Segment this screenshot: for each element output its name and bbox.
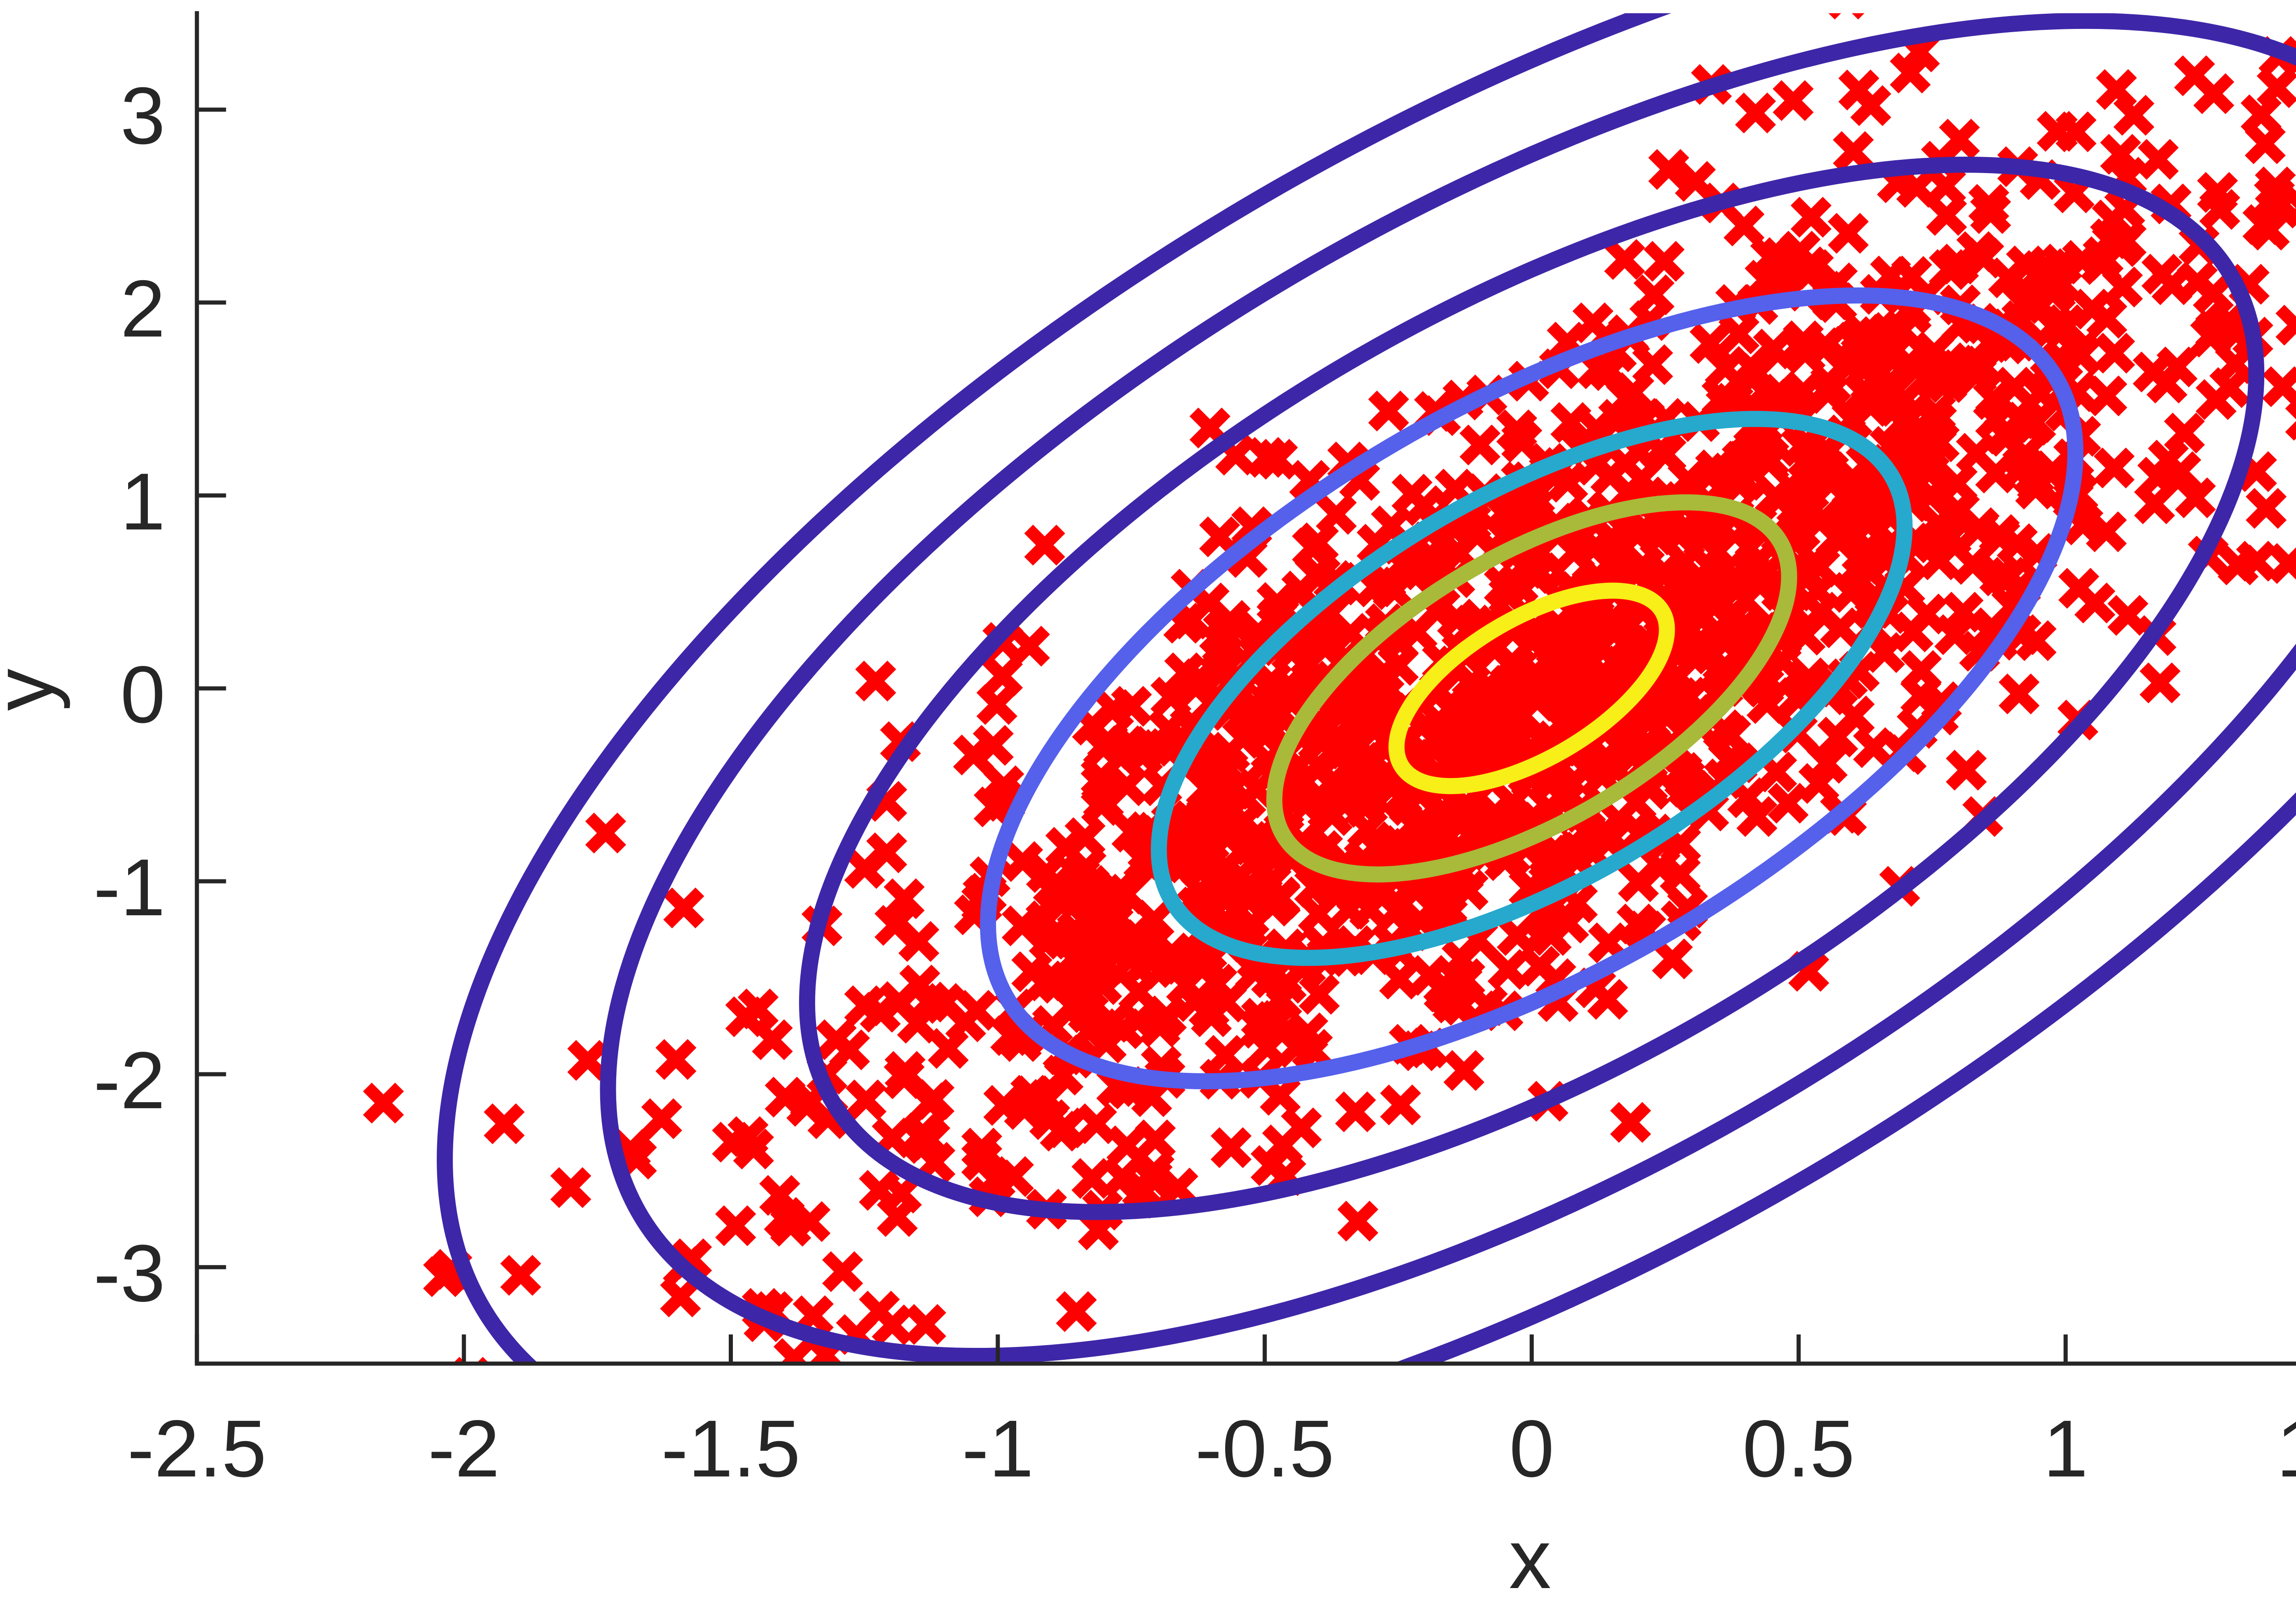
svg-text:-1: -1 [962, 1404, 1034, 1494]
svg-text:-0.5: -0.5 [1195, 1404, 1334, 1494]
svg-text:3: 3 [120, 71, 165, 161]
svg-text:-2: -2 [428, 1404, 500, 1494]
svg-text:0: 0 [120, 650, 165, 740]
svg-text:2: 2 [120, 264, 165, 354]
svg-text:-3: -3 [94, 1228, 166, 1318]
svg-text:1.5: 1.5 [2276, 1404, 2296, 1494]
svg-text:-1: -1 [94, 843, 166, 933]
svg-text:y: y [0, 669, 70, 711]
svg-text:-1.5: -1.5 [661, 1404, 800, 1494]
svg-text:-2.5: -2.5 [127, 1404, 266, 1494]
svg-text:x: x [1509, 1511, 1551, 1600]
svg-text:-2: -2 [94, 1036, 166, 1126]
svg-text:1: 1 [2043, 1404, 2088, 1494]
svg-text:0: 0 [1509, 1404, 1554, 1494]
svg-text:0.5: 0.5 [1743, 1404, 1855, 1494]
svg-text:1: 1 [120, 457, 165, 547]
